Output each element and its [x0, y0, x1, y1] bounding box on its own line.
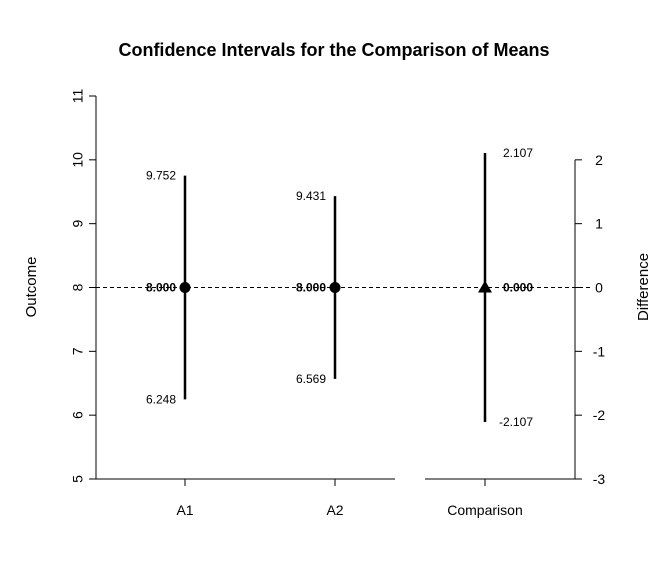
mean-marker-comparison — [478, 280, 492, 293]
mean-label-a1: 8.000 — [146, 281, 176, 295]
lower-label-a2: 6.569 — [296, 372, 326, 386]
y-tick-label: 10 — [70, 152, 86, 168]
chart-title: Confidence Intervals for the Comparison … — [118, 40, 549, 60]
y2-axis-title: Difference — [635, 253, 652, 321]
y-tick-label: 11 — [70, 89, 86, 104]
mean-marker-a1 — [179, 282, 191, 293]
mean-marker-a2 — [329, 282, 341, 293]
upper-label-a1: 9.752 — [146, 169, 176, 183]
x-tick-label-a2: A2 — [326, 502, 343, 518]
y-tick-label: 6 — [70, 411, 86, 419]
y-tick-label: 9 — [70, 220, 86, 228]
y-axis-title: Outcome — [23, 257, 40, 318]
y2-tick-label: -1 — [593, 343, 606, 359]
y-tick-label: 5 — [70, 475, 86, 483]
lower-label-comparison: -2.107 — [499, 415, 533, 429]
y2-tick-label: 1 — [595, 216, 603, 232]
lower-label-a1: 6.248 — [146, 392, 176, 406]
y2-tick-label: 0 — [595, 280, 603, 296]
mean-label-a2: 8.000 — [296, 281, 326, 295]
x-tick-label-comparison: Comparison — [447, 502, 522, 518]
y2-tick-label: 2 — [595, 152, 603, 168]
y-tick-label: 7 — [70, 347, 86, 355]
upper-label-a2: 9.431 — [296, 189, 326, 203]
mean-label-comparison: 0.000 — [503, 281, 533, 295]
plot-area: 5 6 7 8 9 10 11 -3 -2 -1 0 1 2 A1 9.752 8.000 6.248 A2 9.4… — [70, 89, 606, 518]
x-tick-label-a1: A1 — [176, 502, 193, 518]
y-tick-label: 8 — [70, 283, 86, 291]
y2-tick-label: -3 — [593, 471, 606, 487]
y2-tick-label: -2 — [593, 407, 606, 423]
upper-label-comparison: 2.107 — [503, 146, 533, 160]
